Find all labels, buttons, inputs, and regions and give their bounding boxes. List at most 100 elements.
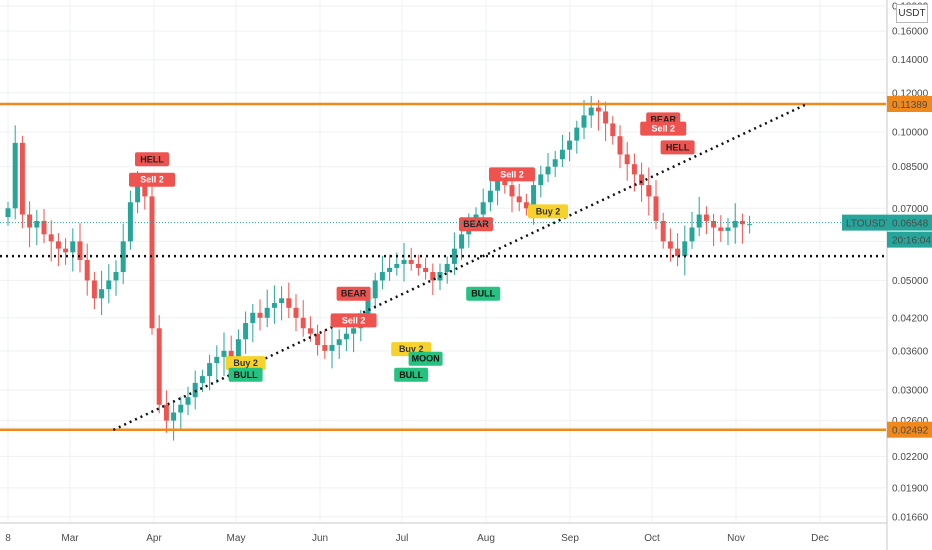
candle-body xyxy=(84,260,90,281)
candle xyxy=(185,386,191,416)
candle xyxy=(653,180,659,230)
candle-body xyxy=(682,241,688,257)
candle xyxy=(617,125,623,169)
candle-body xyxy=(574,127,580,141)
candle-body xyxy=(653,196,659,221)
symbol-box xyxy=(842,214,887,231)
signal-box xyxy=(394,367,429,382)
candle-body xyxy=(617,136,623,155)
candle xyxy=(41,208,47,244)
y-axis: 0.180000.160000.140000.120000.100000.085… xyxy=(886,0,929,550)
candle-body xyxy=(178,404,184,413)
y-tick-label: 0.02600 xyxy=(892,416,929,427)
candle-body xyxy=(12,142,18,209)
candle xyxy=(415,254,421,276)
candle xyxy=(149,180,155,335)
candle-body xyxy=(127,202,133,242)
candle xyxy=(163,390,169,433)
candle xyxy=(451,232,457,275)
candle xyxy=(581,100,587,139)
candle-body xyxy=(120,241,126,273)
x-tick-label: Mar xyxy=(61,533,79,544)
level-price-box xyxy=(887,95,932,112)
signal-box xyxy=(336,286,371,301)
candle xyxy=(631,153,637,192)
y-tick-label: 0.16000 xyxy=(892,27,929,38)
y-tick-label: 0.14000 xyxy=(892,55,929,66)
candle xyxy=(99,270,105,316)
x-tick-label: Oct xyxy=(644,533,660,544)
candle-body xyxy=(250,312,256,323)
candle xyxy=(516,183,522,212)
signal-box xyxy=(135,152,169,167)
candle-body xyxy=(531,185,537,209)
candle xyxy=(286,282,292,319)
candle xyxy=(444,256,450,284)
candle-body xyxy=(732,220,738,228)
signal-label: Buy 2 xyxy=(225,356,266,371)
candle-body xyxy=(207,363,213,377)
candle-body xyxy=(199,376,205,383)
candle-body xyxy=(487,190,493,203)
candle-body xyxy=(329,344,335,351)
candle xyxy=(401,243,407,282)
candle xyxy=(127,190,133,250)
y-tick-label: 0.01900 xyxy=(892,483,929,494)
signal-text: Sell 2 xyxy=(500,169,524,179)
current-price-label: LTOUSDT 0.06548 20:16:04 xyxy=(0,214,932,248)
candle-body xyxy=(610,123,616,137)
candle-body xyxy=(387,267,393,273)
signal-text: BEAR xyxy=(463,219,489,229)
candle xyxy=(696,196,702,237)
level-price-text: 0.02492 xyxy=(892,426,929,437)
dotted-trend-line xyxy=(112,102,808,431)
candle xyxy=(293,294,299,332)
candle-body xyxy=(235,339,241,357)
signal-box xyxy=(228,367,263,382)
price-labels: 0.11389 0.02492 LTOUSDT 0.06548 20:16:04 xyxy=(0,95,932,438)
signal-text: BULL xyxy=(399,370,423,380)
candle xyxy=(603,101,609,142)
candle-body xyxy=(538,174,544,186)
candle-body xyxy=(675,248,681,257)
candle xyxy=(624,142,630,181)
signal-box xyxy=(466,286,501,301)
candle xyxy=(156,315,162,414)
candle xyxy=(379,255,385,290)
candle xyxy=(732,203,738,244)
grid xyxy=(0,0,886,522)
candle-body xyxy=(509,185,515,197)
candle xyxy=(538,165,544,198)
candle-body xyxy=(739,220,745,225)
candle-body xyxy=(624,154,630,165)
candle xyxy=(322,330,328,359)
candle xyxy=(113,260,119,296)
candle xyxy=(250,303,256,343)
x-tick-label: Apr xyxy=(146,533,162,544)
currency-label[interactable]: USDT xyxy=(896,4,928,23)
signal-label: Sell 2 xyxy=(330,313,377,328)
y-tick-label: 0.04200 xyxy=(892,313,929,324)
candle-body xyxy=(552,159,558,167)
signal-label: Buy 2 xyxy=(528,204,568,219)
signal-label: BULL xyxy=(228,367,263,382)
candle xyxy=(70,228,76,272)
candle-body xyxy=(639,174,645,186)
candle-body xyxy=(19,142,25,215)
level-price-box xyxy=(887,421,932,438)
candle-body xyxy=(725,227,731,231)
signal-text: MOON xyxy=(412,354,440,364)
candle-body xyxy=(588,107,594,116)
candle-body xyxy=(55,241,61,249)
candle xyxy=(271,285,277,324)
candle xyxy=(5,201,11,226)
y-tick-label: 0.05000 xyxy=(892,276,929,287)
signal-label: MOON xyxy=(408,351,443,366)
candle-body xyxy=(718,227,724,231)
candle-body xyxy=(48,234,54,242)
candle-body xyxy=(149,196,155,329)
candle xyxy=(718,215,724,243)
x-tick-label: May xyxy=(227,533,246,544)
candle-body xyxy=(444,263,450,273)
signal-box xyxy=(528,204,568,219)
